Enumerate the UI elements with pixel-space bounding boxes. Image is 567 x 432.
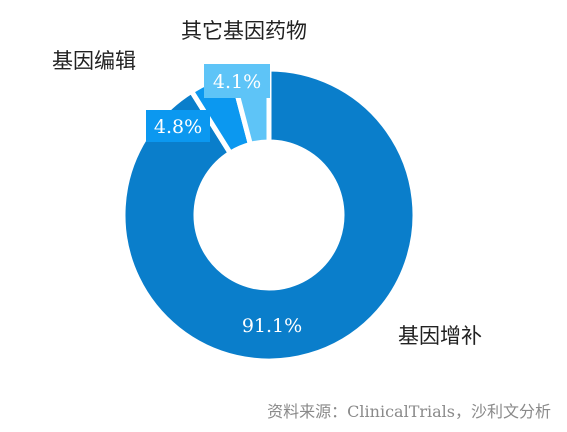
slice-value-label-gene-augmentation: 91.1% — [242, 315, 302, 337]
category-label-other: 其它基因药物 — [181, 19, 307, 43]
category-label-gene-editing: 基因编辑 — [52, 49, 136, 73]
slice-label-box-gene-editing — [146, 110, 210, 142]
slice-value-label-other: 4.1% — [213, 71, 261, 93]
slice-label-box-other — [204, 64, 270, 98]
source-note: 资料来源：ClinicalTrials，沙利文分析 — [267, 402, 551, 421]
category-label-gene-augmentation: 基因增补 — [398, 324, 482, 348]
slice-value-label-gene-editing: 4.8% — [154, 116, 202, 138]
